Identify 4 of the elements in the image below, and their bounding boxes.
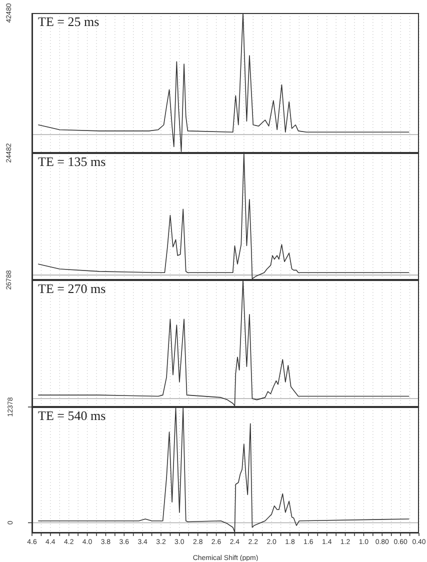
chart-title: TE = 270 ms: [38, 281, 106, 296]
chart-title: TE = 25 ms: [38, 14, 100, 29]
chart-title: TE = 540 ms: [38, 408, 106, 423]
chart-title: TE = 135 ms: [38, 154, 106, 169]
